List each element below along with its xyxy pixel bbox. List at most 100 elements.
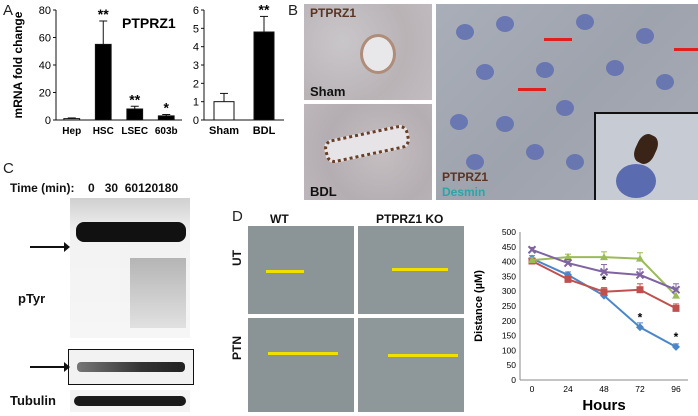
- category-label: Sham: [209, 125, 239, 137]
- y-tick-label: 50: [507, 360, 517, 370]
- nucleus: [556, 100, 574, 116]
- arrow-3: [674, 48, 698, 51]
- ptyr-main-band: [76, 222, 186, 242]
- inset-nucleus: [616, 164, 656, 198]
- ptyr-blot: [70, 198, 190, 338]
- category-label: BDL: [253, 125, 276, 137]
- tubulin-inset-box: [68, 349, 194, 385]
- significance-mark: *: [602, 273, 607, 287]
- scratch-ko-ut: [358, 226, 464, 314]
- bar-603b: [157, 115, 175, 121]
- y-tick-label: 300: [502, 286, 516, 296]
- scratch-wt-ut: [248, 226, 354, 314]
- y-tick-label: 4: [193, 42, 199, 54]
- y-tick-label: 0: [511, 375, 516, 385]
- x-tick-label: 72: [635, 384, 645, 394]
- point-diamond: [636, 323, 644, 332]
- significance-mark: *: [638, 310, 643, 324]
- y-tick-label: 60: [39, 33, 51, 45]
- time-label: Time (min):: [10, 181, 75, 195]
- gap-bar: [266, 270, 304, 273]
- gap-bar: [388, 354, 458, 357]
- y-tick-label: 200: [502, 316, 516, 326]
- sham-bdl-bar-chart: 0 1 2 3 4 5 6 Sham ** BDL: [193, 1, 284, 137]
- bar-hep: [63, 118, 81, 121]
- time-60: 60: [124, 181, 139, 195]
- gap-bar: [392, 268, 448, 271]
- row-ut-label: UT: [230, 250, 244, 266]
- nucleus: [450, 114, 468, 130]
- x-tick-label: 0: [530, 384, 535, 394]
- x-tick-label: 24: [563, 384, 573, 394]
- y-tick-label: 500: [502, 227, 516, 237]
- y-tick-label: 40: [39, 60, 51, 72]
- panel-letter-b: B: [288, 2, 299, 19]
- micrograph-ptprz1-desmin: PTPRZ1 Desmin: [436, 4, 698, 200]
- category-label: HSC: [93, 126, 114, 137]
- point-square: [600, 288, 608, 296]
- chart-title: PTPRZ1: [122, 15, 176, 31]
- mrna-bar-chart: 0 20 40 60 80 Hep ** HSC ** LSEC * 603b mRNA fold ch…: [11, 5, 182, 137]
- scratch-wt-ptn: [248, 318, 354, 412]
- arrow-1: [544, 38, 572, 41]
- point-x: [671, 285, 681, 294]
- nucleus: [656, 74, 674, 90]
- time-120: 120: [138, 181, 159, 195]
- bar-hsc: [94, 43, 112, 121]
- significance-mark: **: [129, 91, 140, 107]
- point-triangle: [672, 291, 680, 299]
- time-180: 180: [158, 181, 179, 195]
- category-label: LSEC: [121, 126, 148, 137]
- ptyr-label: pTyr: [18, 291, 46, 306]
- y-tick-label: 2: [193, 78, 199, 90]
- bdl-label: BDL: [310, 184, 337, 199]
- nucleus: [526, 144, 544, 160]
- significance-mark: **: [259, 1, 270, 17]
- point-x: [635, 270, 645, 280]
- sham-label: Sham: [310, 84, 346, 99]
- gap-bar: [268, 352, 338, 355]
- col-wt-label: WT: [270, 212, 289, 226]
- y-tick-label: 250: [502, 301, 516, 311]
- col-ko-label: PTPRZ1 KO: [376, 212, 444, 226]
- category-label: Hep: [62, 126, 81, 137]
- nucleus: [466, 154, 484, 170]
- point-triangle: [636, 254, 644, 262]
- point-x: [527, 245, 537, 254]
- y-tick-label: 350: [502, 271, 516, 281]
- inset-zoom: [594, 112, 698, 200]
- inset-cell: [630, 131, 662, 167]
- point-triangle: [564, 253, 572, 261]
- row-ptn-label: PTN: [230, 336, 244, 360]
- scratch-ko-ptn: [358, 318, 464, 412]
- panel-letter-c: C: [3, 160, 14, 177]
- y-tick-label: 0: [45, 115, 51, 127]
- point-square: [564, 275, 572, 283]
- y-tick-label: 100: [502, 345, 516, 355]
- y-tick-label: 5: [193, 23, 199, 35]
- nucleus: [566, 154, 584, 170]
- tubulin-blot: [70, 390, 190, 412]
- category-label: 603b: [155, 126, 178, 137]
- panel-letter-a: A: [3, 2, 14, 19]
- bile-duct: [322, 123, 412, 165]
- y-tick-label: 150: [502, 331, 516, 341]
- y-tick-label: 6: [193, 5, 199, 17]
- y-tick-label: 20: [39, 88, 51, 100]
- vessel: [360, 34, 396, 74]
- nucleus: [606, 60, 624, 76]
- bar-lsec: [126, 108, 144, 121]
- y-axis-label: Distance (µM): [473, 270, 485, 342]
- nucleus: [456, 24, 474, 40]
- panel-letter-d: D: [232, 208, 243, 225]
- nucleus: [476, 64, 494, 80]
- nucleus: [496, 16, 514, 32]
- y-tick-label: 3: [193, 60, 199, 72]
- significance-mark: **: [98, 6, 109, 22]
- ptprz1-right-label: PTPRZ1: [442, 170, 489, 184]
- y-axis-label: mRNA fold change: [11, 11, 25, 118]
- bar-sham: [213, 101, 235, 121]
- point-square: [672, 304, 680, 312]
- time-points: 0 30 60120180: [88, 181, 198, 195]
